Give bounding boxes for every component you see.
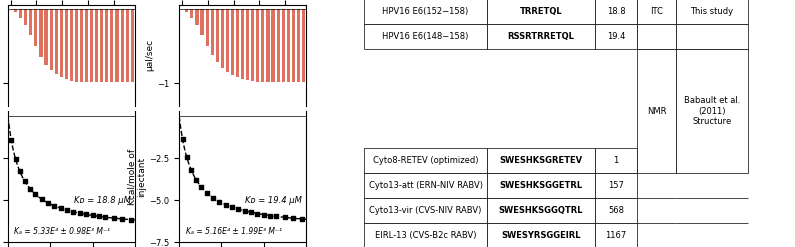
Bar — [85, 9, 88, 82]
Point — [5, 138, 17, 142]
Point — [207, 196, 219, 200]
Point — [190, 178, 203, 182]
Point — [264, 214, 277, 218]
Point — [10, 157, 22, 161]
Bar — [19, 9, 22, 18]
Point — [251, 211, 264, 215]
Point — [184, 167, 197, 171]
Bar — [281, 9, 285, 82]
Point — [92, 214, 105, 218]
Bar — [211, 9, 214, 55]
Bar — [130, 9, 134, 82]
Bar — [45, 9, 48, 64]
Bar — [55, 9, 58, 74]
Bar — [80, 9, 83, 82]
Bar — [185, 9, 188, 12]
Bar — [190, 9, 193, 18]
Point — [36, 197, 48, 201]
Bar — [126, 9, 129, 82]
Point — [238, 209, 251, 213]
Bar — [105, 9, 108, 82]
Bar — [95, 9, 99, 82]
Point — [48, 204, 61, 208]
Bar — [70, 9, 73, 81]
Point — [180, 155, 193, 159]
Point — [24, 187, 37, 191]
Text: Kᴅ = 18.8 μM: Kᴅ = 18.8 μM — [74, 196, 131, 205]
Bar — [287, 9, 290, 82]
Bar — [40, 9, 42, 57]
Point — [29, 192, 42, 196]
Bar — [271, 9, 274, 82]
Bar — [302, 9, 305, 82]
Point — [278, 215, 291, 219]
Bar — [24, 9, 27, 25]
Bar — [251, 9, 254, 81]
Bar — [100, 9, 103, 82]
Point — [99, 215, 111, 219]
Point — [42, 201, 55, 205]
Bar — [241, 9, 244, 79]
Bar — [297, 9, 300, 82]
Point — [270, 214, 283, 218]
Point — [124, 218, 137, 222]
Bar — [256, 9, 259, 82]
Point — [176, 137, 189, 141]
Point — [67, 210, 80, 214]
Bar — [262, 9, 265, 82]
Text: Kᴅ = 19.4 μM: Kᴅ = 19.4 μM — [246, 196, 302, 205]
Bar — [215, 9, 219, 62]
Bar — [49, 9, 52, 70]
Point — [296, 217, 308, 221]
Point — [226, 205, 238, 209]
Bar — [196, 9, 199, 25]
Point — [232, 207, 245, 211]
Bar — [111, 9, 114, 82]
Bar — [14, 9, 17, 12]
Bar — [277, 9, 280, 82]
Bar — [226, 9, 229, 72]
Bar — [236, 9, 239, 77]
Bar — [231, 9, 234, 75]
Point — [73, 211, 86, 215]
Point — [200, 191, 213, 195]
Bar — [75, 9, 78, 82]
Point — [116, 217, 129, 221]
Point — [258, 213, 270, 217]
Point — [54, 206, 67, 210]
Y-axis label: Kcal/mole of
injectant: Kcal/mole of injectant — [127, 149, 146, 205]
Bar — [90, 9, 93, 82]
Bar — [64, 9, 68, 80]
Point — [219, 203, 232, 206]
Bar — [246, 9, 249, 80]
Bar — [200, 9, 204, 35]
Text: Kₐ = 5.33E⁴ ± 0.98E³ M⁻¹: Kₐ = 5.33E⁴ ± 0.98E³ M⁻¹ — [14, 226, 111, 236]
Point — [18, 180, 31, 184]
Point — [107, 216, 120, 220]
Bar — [121, 9, 123, 82]
Point — [195, 185, 207, 189]
Bar — [266, 9, 270, 82]
Bar — [60, 9, 63, 77]
Bar — [221, 9, 224, 67]
Bar — [115, 9, 118, 82]
Point — [14, 169, 26, 173]
Bar — [34, 9, 37, 46]
Y-axis label: μal/sec: μal/sec — [145, 39, 154, 71]
Bar — [29, 9, 33, 35]
Point — [86, 213, 99, 217]
Bar — [292, 9, 295, 82]
Point — [287, 216, 300, 220]
Point — [245, 210, 258, 214]
Bar — [206, 9, 208, 46]
Text: Kₐ = 5.16E⁴ ± 1.99E³ M⁻¹: Kₐ = 5.16E⁴ ± 1.99E³ M⁻¹ — [185, 226, 281, 236]
Point — [80, 212, 92, 216]
Point — [60, 208, 73, 212]
Point — [213, 200, 226, 204]
